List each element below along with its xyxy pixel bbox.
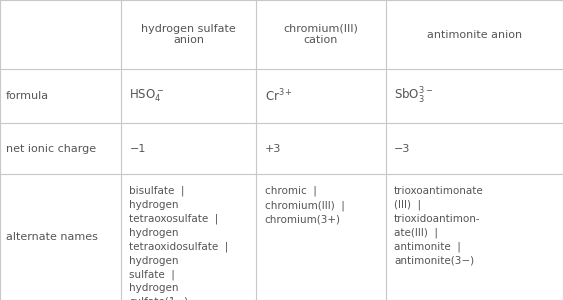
Text: alternate names: alternate names [6,232,97,242]
Text: bisulfate  |
hydrogen
tetraoxosulfate  |
hydrogen
tetraoxidosulfate  |
hydrogen
: bisulfate | hydrogen tetraoxosulfate | h… [129,186,229,300]
Text: +3: +3 [265,143,281,154]
Text: SbO$_3^{3-}$: SbO$_3^{3-}$ [394,86,434,106]
Text: Cr$^{3+}$: Cr$^{3+}$ [265,88,293,104]
Text: HSO$_4^-$: HSO$_4^-$ [129,88,165,104]
Text: −3: −3 [394,143,410,154]
Text: net ionic charge: net ionic charge [6,143,96,154]
Text: hydrogen sulfate
anion: hydrogen sulfate anion [141,24,236,45]
Text: trioxoantimonate
(III)  |
trioxidoantimon-
ate(III)  |
antimonite  |
antimonite(: trioxoantimonate (III) | trioxidoantimon… [394,186,484,266]
Text: antimonite anion: antimonite anion [427,29,522,40]
Text: chromium(III)
cation: chromium(III) cation [284,24,358,45]
Text: chromic  |
chromium(III)  |
chromium(3+): chromic | chromium(III) | chromium(3+) [265,186,345,224]
Text: −1: −1 [129,143,146,154]
Text: formula: formula [6,91,49,101]
